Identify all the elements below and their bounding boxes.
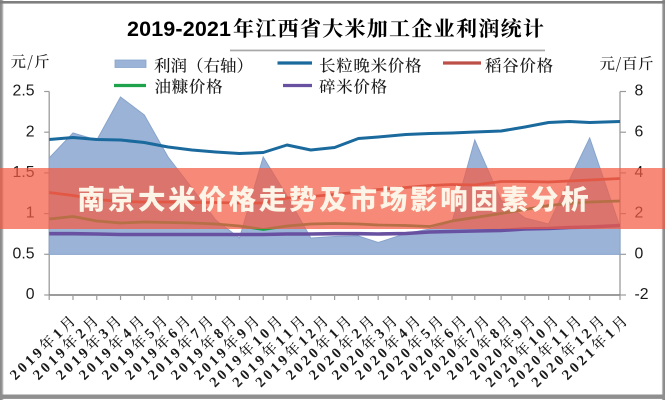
- svg-text:-2: -2: [635, 286, 649, 303]
- svg-text:2019-2021: 2019-2021: [127, 17, 231, 41]
- svg-text:2.5: 2.5: [13, 83, 35, 100]
- svg-text:2: 2: [26, 123, 35, 140]
- svg-text:0.5: 0.5: [13, 245, 35, 262]
- svg-text:9: 9: [510, 326, 526, 343]
- svg-text:0: 0: [26, 286, 35, 303]
- svg-text:8: 8: [635, 83, 644, 100]
- svg-text:6: 6: [635, 123, 644, 140]
- svg-text:0: 0: [635, 245, 644, 262]
- svg-text:9: 9: [234, 326, 250, 343]
- svg-text:1: 1: [602, 326, 618, 343]
